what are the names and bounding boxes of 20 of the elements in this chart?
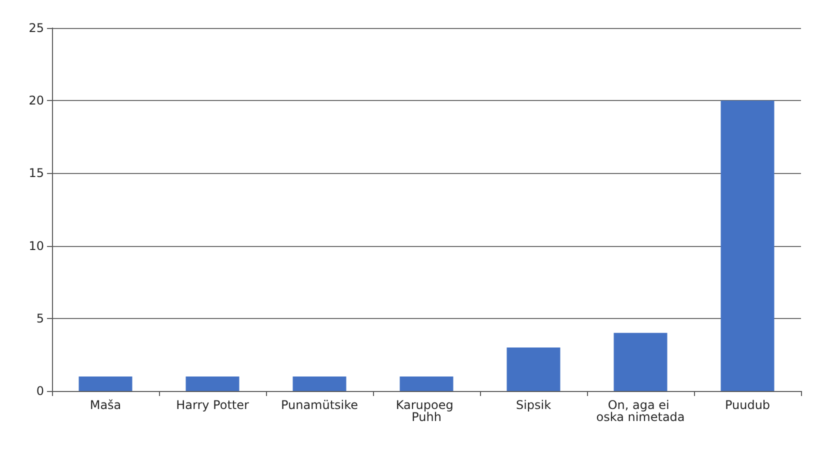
x-tick-label: Harry Potter xyxy=(176,398,249,412)
x-tick-label: Maša xyxy=(90,398,122,412)
y-tick-label: 25 xyxy=(28,21,44,35)
bar xyxy=(78,376,132,391)
bar xyxy=(720,100,774,391)
bar xyxy=(292,376,346,391)
x-tick-label: Puudub xyxy=(724,398,770,412)
y-tick-label: 0 xyxy=(36,384,44,398)
y-tick-label: 15 xyxy=(28,166,44,180)
x-tick-label: Punamütsike xyxy=(280,398,358,412)
y-tick-label: 5 xyxy=(36,311,44,326)
x-tick-label: Sipsik xyxy=(516,398,552,412)
bar xyxy=(400,376,454,391)
x-tick-label: On, aga ei oska nimetada xyxy=(596,398,685,424)
x-tick-label: Karupoeg Puhh xyxy=(396,398,458,424)
bar xyxy=(186,376,240,391)
y-tick-label: 10 xyxy=(28,238,44,253)
bar xyxy=(614,332,668,391)
bar xyxy=(506,347,560,391)
y-tick-label: 20 xyxy=(28,94,44,108)
